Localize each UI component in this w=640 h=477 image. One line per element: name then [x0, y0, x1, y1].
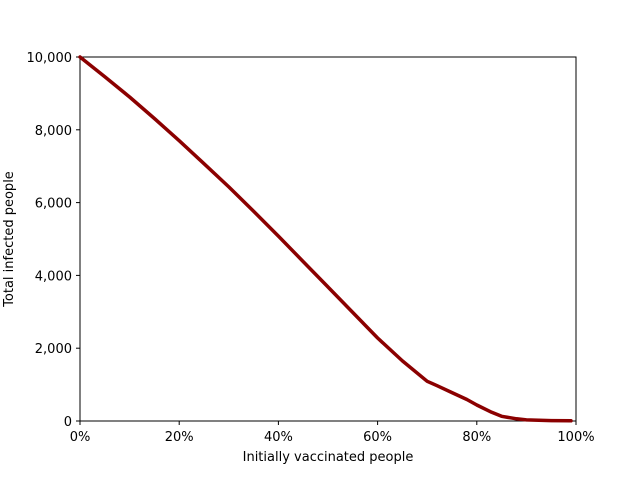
series-layer — [78, 55, 573, 423]
axes: 0% 20% 40% 60% 80% 100% 0 2,000 4,000 6,000 8,000 1… — [27, 51, 595, 445]
plot-frame — [79, 56, 577, 422]
x-tick-label: 60% — [363, 430, 392, 445]
y-tick-label: 0 — [64, 415, 72, 430]
y-axis-label: Total infected people — [2, 171, 17, 308]
y-tick-label: 4,000 — [35, 269, 72, 284]
x-tick-label: 0% — [70, 430, 91, 445]
x-axis-label: Initially vaccinated people — [243, 450, 414, 465]
y-tick-label: 10,000 — [27, 51, 73, 66]
series-line-0 — [78, 55, 573, 423]
x-tick-label: 100% — [557, 430, 594, 445]
y-tick-label: 8,000 — [35, 124, 72, 139]
x-tick-label: 20% — [165, 430, 194, 445]
y-tick-label: 6,000 — [35, 197, 72, 212]
x-tick-label: 80% — [462, 430, 491, 445]
y-tick-label: 2,000 — [35, 342, 72, 357]
x-tick-label: 40% — [264, 430, 293, 445]
